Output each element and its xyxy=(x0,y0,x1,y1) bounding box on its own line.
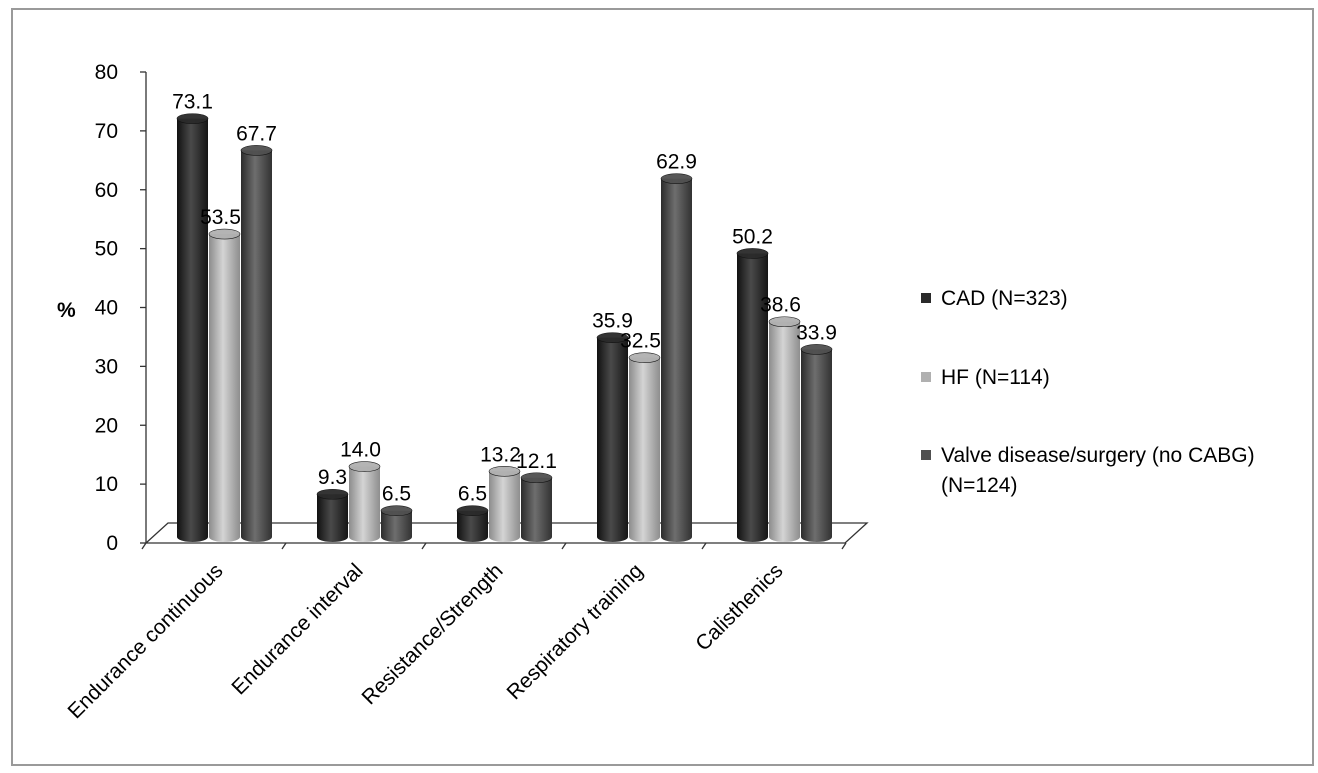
bar xyxy=(628,352,661,542)
legend-swatch xyxy=(921,372,931,382)
y-tick-label: 40 xyxy=(95,297,118,320)
bar-data-label: 33.9 xyxy=(796,321,837,344)
bar-data-label: 67.7 xyxy=(236,122,277,145)
bar xyxy=(176,113,209,542)
y-tick-label: 10 xyxy=(95,473,118,496)
x-tick-mark xyxy=(281,542,287,550)
bar-data-label: 32.5 xyxy=(620,330,661,353)
bar-data-label: 73.1 xyxy=(172,91,213,114)
bar xyxy=(240,145,273,542)
bar xyxy=(520,472,553,542)
bar xyxy=(348,461,381,542)
y-tick-label: 60 xyxy=(95,179,118,202)
x-tick-mark xyxy=(141,542,147,550)
x-category-label: Calisthenics xyxy=(691,559,787,655)
y-tick-label: 30 xyxy=(95,355,118,378)
data-labels: 73.1 9.3 6.5 35.9 50.2 53.5 14.0 13.2 32.5 38.6 67… xyxy=(172,91,837,506)
legend-swatch xyxy=(921,450,931,460)
bar xyxy=(660,173,693,542)
y-tick-label: 80 xyxy=(95,61,118,84)
bar xyxy=(596,332,629,542)
legend-label: HF (N=114) xyxy=(941,366,1050,389)
bar xyxy=(736,248,769,542)
legend-item: CAD (N=323) xyxy=(921,287,1068,310)
bar-data-label: 12.1 xyxy=(516,450,557,473)
legend-label: (N=124) xyxy=(941,474,1017,497)
bar xyxy=(208,228,241,543)
x-tick-mark xyxy=(561,542,567,550)
bar xyxy=(488,465,521,542)
bar-data-label: 53.5 xyxy=(200,206,241,229)
bar-data-label: 6.5 xyxy=(458,483,487,506)
x-tick-mark xyxy=(701,542,707,550)
legend-label: CAD (N=323) xyxy=(941,287,1068,310)
x-category-label: Endurance continuous xyxy=(63,559,227,723)
bar xyxy=(380,505,413,542)
x-category-label: Resistance/Strength xyxy=(358,559,508,709)
bar-data-label: 13.2 xyxy=(480,443,521,466)
y-tick-label: 0 xyxy=(106,532,118,555)
y-tick-label: 20 xyxy=(95,414,118,437)
bar-data-label: 35.9 xyxy=(592,310,633,333)
y-axis-label: % xyxy=(57,299,76,322)
y-tick-label: 50 xyxy=(95,238,118,261)
bar-data-label: 50.2 xyxy=(732,225,773,248)
y-tick-label: 70 xyxy=(95,120,118,143)
bar-data-label: 38.6 xyxy=(760,294,801,317)
x-tick-mark xyxy=(841,542,847,550)
bar-data-label: 9.3 xyxy=(318,466,347,489)
bars xyxy=(176,113,833,543)
legend-label: Valve disease/surgery (no CABG) xyxy=(941,444,1255,467)
legend-item: Valve disease/surgery (no CABG) (N=124) xyxy=(921,444,1255,497)
x-category-label: Endurance interval xyxy=(227,559,367,699)
bar xyxy=(800,344,833,542)
legend-item: HF (N=114) xyxy=(921,366,1050,389)
legend-swatch xyxy=(921,293,931,303)
x-tick-mark xyxy=(421,542,427,550)
bar-data-label: 6.5 xyxy=(382,483,411,506)
bar-data-label: 14.0 xyxy=(340,439,381,462)
bar-data-label: 62.9 xyxy=(656,151,697,174)
bar xyxy=(768,316,801,542)
x-category-label: Respiratory training xyxy=(503,559,648,704)
legend: CAD (N=323) HF (N=114) Valve disease/surge… xyxy=(921,287,1255,497)
bar xyxy=(456,505,489,542)
bar xyxy=(316,488,349,542)
